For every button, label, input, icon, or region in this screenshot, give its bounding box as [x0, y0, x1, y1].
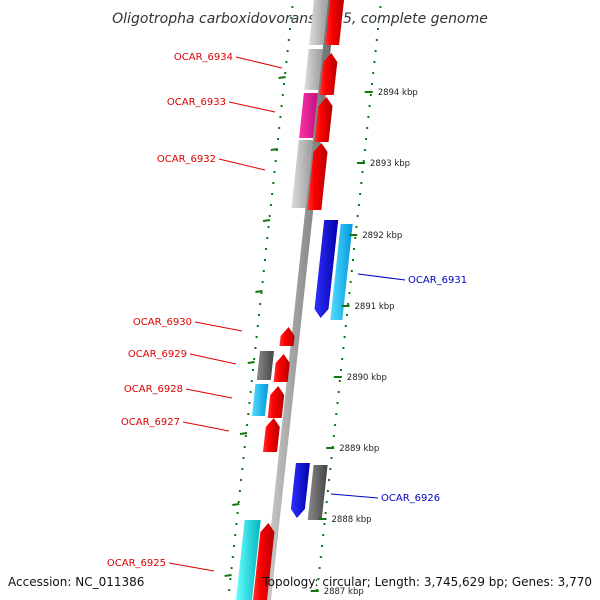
- gene-ocar-6931-blue: [314, 220, 339, 318]
- leader-line: [235, 56, 283, 69]
- leader-line: [185, 388, 233, 399]
- gene-label-ocar_6927: OCAR_6927: [121, 417, 180, 428]
- map-title: Oligotropha carboxidovorans OM5, complet…: [112, 11, 488, 27]
- gene-label-ocar_6930: OCAR_6930: [133, 317, 192, 328]
- leader-line: [189, 353, 237, 365]
- gene-ocar-6925-red: [253, 523, 275, 600]
- tick-label: 2890 kbp: [347, 373, 387, 383]
- left-dotted-guide: [224, 6, 294, 591]
- gene-label-ocar_6928: OCAR_6928: [124, 384, 183, 395]
- gene-ocar-6929-red: [273, 354, 290, 382]
- gene-ocar-6926-blue: [290, 463, 310, 518]
- gene-ocar-6932: [291, 140, 313, 208]
- gene-red-top: [325, 0, 344, 45]
- gene-arrows: [236, 0, 353, 600]
- gene-ocar-6928-red: [267, 386, 285, 418]
- leader-line: [182, 421, 230, 432]
- gene-ocar-6928-cyan: [251, 384, 269, 416]
- gene-red-6932: [307, 143, 328, 210]
- gene-label-ocar_6925: OCAR_6925: [107, 558, 166, 569]
- gene-red-6933: [314, 97, 333, 142]
- tick-label: 2887 kbp: [324, 587, 364, 597]
- gene-red-6934: [319, 53, 338, 95]
- tick-label: 2891 kbp: [355, 302, 395, 312]
- leader-line: [168, 562, 215, 572]
- accession-label: Accession: NC_011386: [8, 575, 144, 589]
- topology-label: Topology: circular; Length: 3,745,629 bp…: [261, 575, 592, 589]
- gene-gray-top: [309, 0, 328, 45]
- gene-label-ocar_6932: OCAR_6932: [157, 154, 216, 165]
- tick-label: 2892 kbp: [362, 231, 402, 241]
- gene-label-ocar_6926: OCAR_6926: [381, 493, 440, 504]
- gene-label-ocar_6931: OCAR_6931: [408, 275, 467, 286]
- gene-ocar-6933: [299, 93, 318, 138]
- gene-ocar-6926-gray: [307, 465, 328, 520]
- gene-label-ocar_6933: OCAR_6933: [167, 97, 226, 108]
- tick-label: 2894 kbp: [378, 88, 418, 98]
- leader-line: [228, 101, 276, 113]
- tick-label: 2893 kbp: [370, 159, 410, 169]
- leader-line: [330, 493, 379, 499]
- gene-ocar-6930: [279, 327, 295, 346]
- gene-label-ocar_6934: OCAR_6934: [174, 52, 233, 63]
- leader-line: [218, 158, 266, 171]
- gene-ocar-6934: [304, 49, 323, 90]
- gene-ocar-6927: [263, 418, 280, 452]
- gene-labels: OCAR_6934 OCAR_6933 OCAR_6932 OCAR_6930 OCAR…: [107, 52, 467, 572]
- tick-label: 2889 kbp: [339, 444, 379, 454]
- gene-ocar-6931-cyan: [330, 224, 353, 320]
- gene-ocar-6929-gray: [256, 351, 274, 380]
- gene-ocar-6925-aqua: [236, 520, 261, 600]
- leader-line: [194, 321, 243, 332]
- gene-label-ocar_6929: OCAR_6929: [128, 349, 187, 360]
- scale-ticks: 2894 kbp 2893 kbp 2892 kbp 2891 kbp 2890 kbp…: [310, 88, 418, 597]
- leader-line: [357, 273, 406, 281]
- tick-label: 2888 kbp: [332, 515, 372, 525]
